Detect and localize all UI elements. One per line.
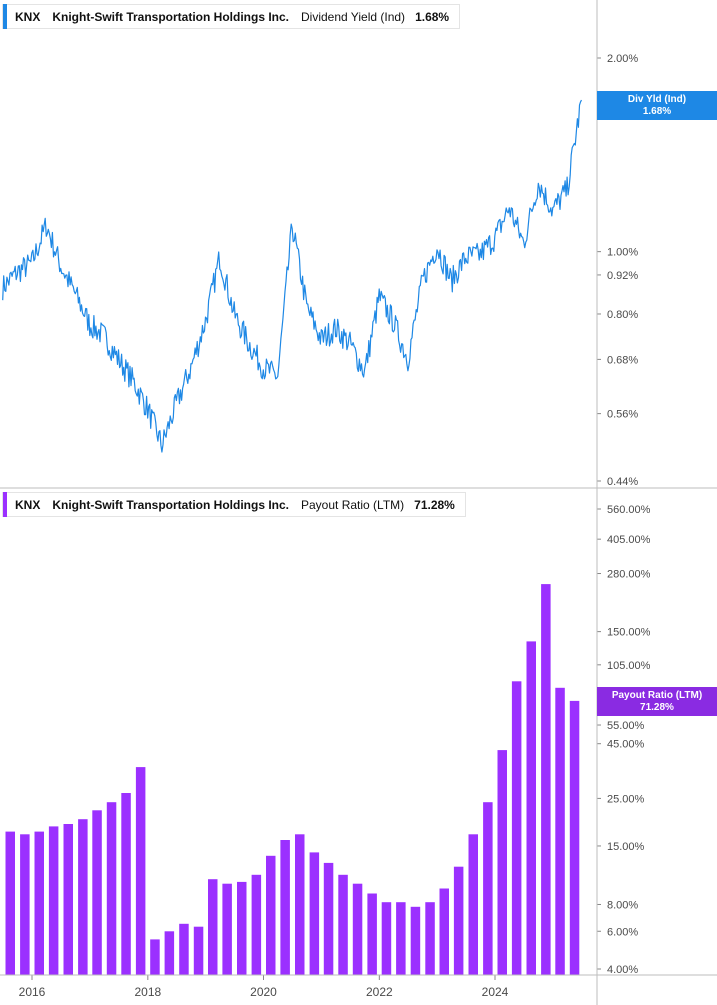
payout-ratio-tag: Payout Ratio (LTM) 71.28% — [597, 687, 717, 716]
payout-ratio-bar — [280, 840, 290, 975]
bottom-legend-ticker: KNX — [15, 497, 41, 512]
payout-ratio-bar — [20, 834, 30, 975]
top-legend-ticker: KNX — [15, 9, 41, 24]
x-tick-label: 2020 — [250, 985, 277, 999]
x-tick-label: 2016 — [19, 985, 46, 999]
payout-ratio-bar — [439, 888, 449, 975]
bottom-y-tick-label: 45.00% — [607, 739, 645, 751]
payout-ratio-bar — [63, 824, 73, 975]
bottom-y-tick-label: 150.00% — [607, 627, 651, 639]
bottom-y-tick-label: 560.00% — [607, 504, 651, 516]
payout-ratio-bar — [555, 687, 565, 975]
payout-ratio-bar — [483, 802, 493, 975]
payout-ratio-bar — [106, 802, 117, 975]
bottom-y-tick-label: 25.00% — [607, 793, 645, 805]
payout-ratio-bar — [78, 819, 88, 975]
top-legend-metric: Dividend Yield (Ind) — [301, 9, 406, 24]
payout-ratio-bar — [121, 793, 131, 975]
bottom-y-tick-label: 405.00% — [607, 534, 651, 546]
payout-ratio-bar — [92, 810, 102, 975]
dividend-yield-tag: Div Yld (Ind) 1.68% — [597, 91, 717, 120]
bottom-y-tick-label: 105.00% — [607, 660, 651, 672]
payout-ratio-bar — [222, 883, 232, 975]
bottom-y-tick-label: 4.00% — [607, 964, 638, 976]
payout-ratio-bar — [569, 700, 580, 975]
bottom-y-tick-label: 8.00% — [607, 899, 638, 911]
payout-ratio-bar — [468, 834, 478, 975]
bottom-y-axis: 560.00% 405.00% 280.00% 150.00% 105.00% 55.00… — [597, 504, 651, 976]
payout-ratio-bar — [208, 879, 218, 975]
top-legend-company: Knight-Swift Transportation Holdings Inc… — [52, 9, 289, 24]
payout-ratio-bar — [352, 883, 363, 975]
bottom-y-tick-label: 6.00% — [607, 926, 638, 938]
payout-ratio-bar — [338, 874, 348, 975]
payout-ratio-bar — [453, 866, 464, 975]
payout-ratio-tag-value: 71.28% — [640, 701, 674, 713]
x-tick-label: 2018 — [134, 985, 161, 999]
payout-ratio-bar — [150, 939, 160, 975]
bottom-y-tick-label: 55.00% — [607, 720, 645, 732]
payout-ratio-bar — [237, 881, 247, 975]
payout-ratio-bar — [425, 902, 435, 975]
x-tick-label: 2022 — [366, 985, 393, 999]
top-y-tick-label: 0.56% — [607, 409, 638, 421]
payout-ratio-bar — [511, 681, 522, 975]
payout-ratio-bar — [135, 767, 146, 975]
payout-ratio-bar — [396, 902, 406, 975]
top-y-tick-label: 2.00% — [607, 53, 638, 65]
top-y-axis: 2.00% 1.00% 0.92% 0.80% 0.68% 0.56% 0.44% — [597, 53, 638, 488]
bottom-legend-metric: Payout Ratio (LTM) — [301, 497, 405, 512]
top-legend: KNX Knight-Swift Transportation Holdings… — [2, 4, 461, 29]
dividend-yield-line — [2, 99, 583, 453]
dividend-yield-tag-label: Div Yld (Ind) — [627, 93, 687, 105]
payout-ratio-bar — [497, 750, 507, 975]
payout-ratio-bar — [251, 874, 262, 975]
top-y-tick-label: 0.44% — [607, 476, 638, 488]
payout-ratio-series — [5, 584, 580, 975]
bottom-y-tick-label: 15.00% — [607, 841, 645, 853]
payout-ratio-bar — [193, 926, 204, 975]
payout-ratio-bar — [367, 893, 377, 975]
top-legend-value: 1.68% — [415, 9, 450, 24]
payout-ratio-bar — [295, 834, 305, 975]
top-y-tick-label: 1.00% — [607, 247, 638, 259]
bottom-legend-swatch — [3, 492, 7, 517]
payout-ratio-bar — [5, 831, 15, 975]
bottom-legend-company: Knight-Swift Transportation Holdings Inc… — [52, 497, 289, 512]
payout-ratio-bar — [410, 906, 421, 975]
payout-ratio-tag-label: Payout Ratio (LTM) — [611, 689, 703, 701]
dividend-yield-series — [2, 99, 583, 453]
payout-ratio-bar — [309, 852, 320, 975]
payout-ratio-bar — [164, 931, 175, 975]
payout-ratio-bar — [179, 923, 189, 975]
bottom-legend: KNX Knight-Swift Transportation Holdings… — [2, 492, 466, 517]
top-y-tick-label: 0.80% — [607, 309, 638, 321]
payout-ratio-bar — [34, 831, 44, 975]
x-axis: 2016 2018 2020 2022 2024 — [19, 975, 509, 999]
bottom-legend-value: 71.28% — [414, 497, 455, 512]
top-y-tick-label: 0.92% — [607, 270, 638, 282]
payout-ratio-bar — [381, 902, 392, 975]
dividend-yield-tag-value: 1.68% — [642, 105, 672, 117]
bottom-y-tick-label: 280.00% — [607, 569, 651, 581]
top-legend-swatch — [3, 4, 7, 29]
top-y-tick-label: 0.68% — [607, 354, 638, 366]
payout-ratio-bar — [266, 855, 276, 975]
payout-ratio-bar — [541, 584, 551, 975]
payout-ratio-bar — [48, 826, 59, 975]
payout-ratio-bar — [526, 641, 536, 975]
x-tick-label: 2024 — [482, 985, 509, 999]
payout-ratio-bar — [323, 862, 334, 975]
